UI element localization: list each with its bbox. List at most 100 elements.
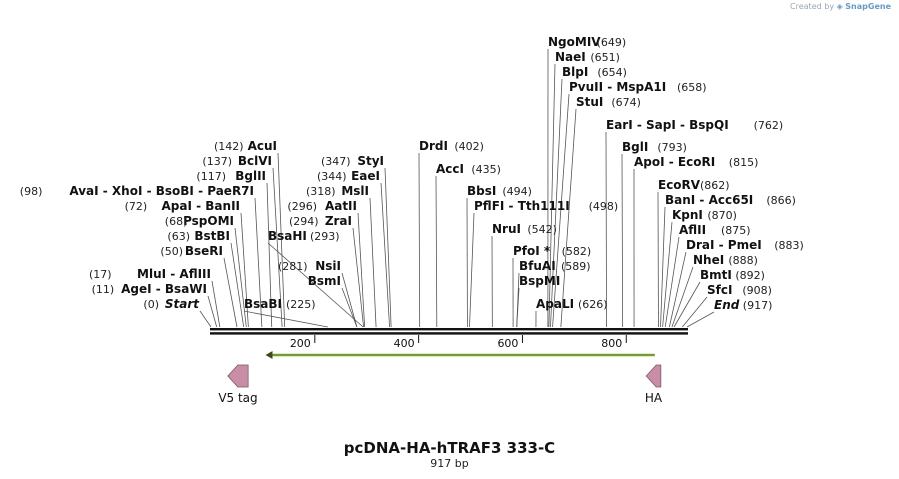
site-label: ApaLI — [536, 297, 574, 311]
site-label: KpnI — [672, 208, 703, 222]
site-leader-line — [223, 257, 238, 328]
feature-arrow — [227, 364, 249, 388]
site-label: BsaHI — [268, 229, 307, 243]
site-leader-line — [341, 287, 358, 328]
site-label: NruI — [492, 222, 521, 236]
site-position: (793) — [657, 141, 687, 154]
site-label: ZraI — [325, 214, 352, 228]
site-position: (589) — [561, 260, 591, 273]
site-label: Start — [165, 297, 200, 311]
site-position: (402) — [454, 140, 484, 153]
site-label: MslI — [341, 184, 369, 198]
site-leader-line — [668, 251, 687, 328]
site-position: (494) — [502, 185, 532, 198]
site-leader-line — [560, 108, 577, 328]
site-label: AgeI - BsaWI — [121, 282, 207, 296]
site-position: (892) — [735, 269, 765, 282]
site-leader-line — [435, 175, 438, 328]
site-label: MluI - AflIII — [137, 267, 211, 281]
site-position: (17) — [89, 268, 112, 281]
site-label: AccI — [436, 162, 464, 176]
site-leader-line — [548, 63, 556, 328]
map-title: pcDNA-HA-hTRAF3 333-C — [343, 439, 556, 457]
site-leader-line — [621, 153, 624, 328]
site-leader-line — [673, 281, 701, 328]
site-label: BseRI — [185, 244, 223, 258]
features: V5 tag HA — [218, 351, 663, 405]
site-label: BclVI — [238, 154, 272, 168]
site-label: BglI — [622, 140, 648, 154]
site-label: AflII — [679, 223, 706, 237]
site-label: StuI — [576, 95, 603, 109]
site-label: AatII — [325, 199, 357, 213]
site-label: AvaI - XhoI - BsoBI - PaeR7I — [69, 184, 254, 198]
site-position: (142) — [214, 140, 244, 153]
site-position: (347) — [321, 155, 351, 168]
site-position: (294) — [289, 215, 319, 228]
backbone-bottom-strand — [210, 332, 688, 335]
site-leader-line — [686, 311, 715, 328]
site-label: BsmI — [308, 274, 341, 288]
site-leader-line — [277, 152, 286, 328]
site-position: (72) — [125, 200, 148, 213]
snapgene-logo: ◈ — [836, 2, 843, 11]
site-position: (225) — [286, 298, 316, 311]
site-label: NsiI — [315, 259, 341, 273]
site-label: EarI - SapI - BspQI — [606, 118, 729, 132]
orf-arrowhead — [265, 351, 273, 359]
map-length: 917 bp — [430, 457, 469, 470]
site-label: EaeI — [351, 169, 380, 183]
site-leader-line — [240, 212, 249, 328]
site-position: (875) — [721, 224, 751, 237]
site-label: ApoI - EcoRI — [634, 155, 715, 169]
ruler-tick-label: 800 — [601, 337, 622, 350]
site-position: (883) — [774, 239, 804, 252]
site-label: BbsI — [467, 184, 496, 198]
site-label: BglII — [235, 169, 266, 183]
site-leader-line — [341, 272, 358, 328]
site-label: PfoI * — [513, 244, 551, 258]
site-label: EcoRV — [658, 178, 701, 192]
site-position: (674) — [611, 96, 641, 109]
site-label: NgoMIV — [548, 35, 601, 49]
ruler-tick-label: 400 — [394, 337, 415, 350]
site-label: BlpI — [562, 65, 588, 79]
site-label: PvuII - MspA1I — [569, 80, 666, 94]
site-leader-line — [369, 197, 377, 328]
snapgene-credit: Created by ◈ SnapGene — [790, 2, 891, 11]
ruler-tick-label: 200 — [290, 337, 311, 350]
site-position: (815) — [729, 156, 759, 169]
site-leader-line — [230, 242, 245, 328]
site-label: PflFI - Tth111I — [474, 199, 570, 213]
site-label: PspOMI — [183, 214, 234, 228]
site-position: (654) — [597, 66, 627, 79]
site-position: (870) — [707, 209, 737, 222]
site-leader-line — [660, 206, 666, 328]
site-position: (651) — [590, 51, 620, 64]
site-label: NaeI — [555, 50, 586, 64]
site-position: (862) — [700, 179, 730, 192]
site-position: (281) — [278, 260, 308, 273]
site-position: (296) — [287, 200, 317, 213]
site-leader-lines — [199, 48, 715, 328]
site-leader-line — [357, 212, 366, 328]
feature-label: HA — [645, 391, 663, 405]
site-position: (626) — [578, 298, 608, 311]
site-position: (117) — [196, 170, 226, 183]
credit-prefix: Created by — [790, 2, 835, 11]
credit-brand: SnapGene — [845, 2, 891, 11]
site-leader-line — [207, 295, 218, 328]
feature-arrow — [645, 364, 662, 388]
site-position: (658) — [677, 81, 707, 94]
site-leader-line — [234, 227, 247, 328]
site-position: (866) — [766, 194, 796, 207]
site-leader-line — [199, 310, 212, 328]
site-leader-line — [272, 167, 283, 328]
site-label: BmtI — [700, 268, 732, 282]
site-position: (137) — [202, 155, 232, 168]
site-leader-line — [243, 310, 328, 328]
site-leader-line — [384, 167, 392, 328]
site-leader-line — [254, 197, 263, 328]
dna-backbone — [210, 328, 688, 335]
site-label: BstBI — [194, 229, 230, 243]
